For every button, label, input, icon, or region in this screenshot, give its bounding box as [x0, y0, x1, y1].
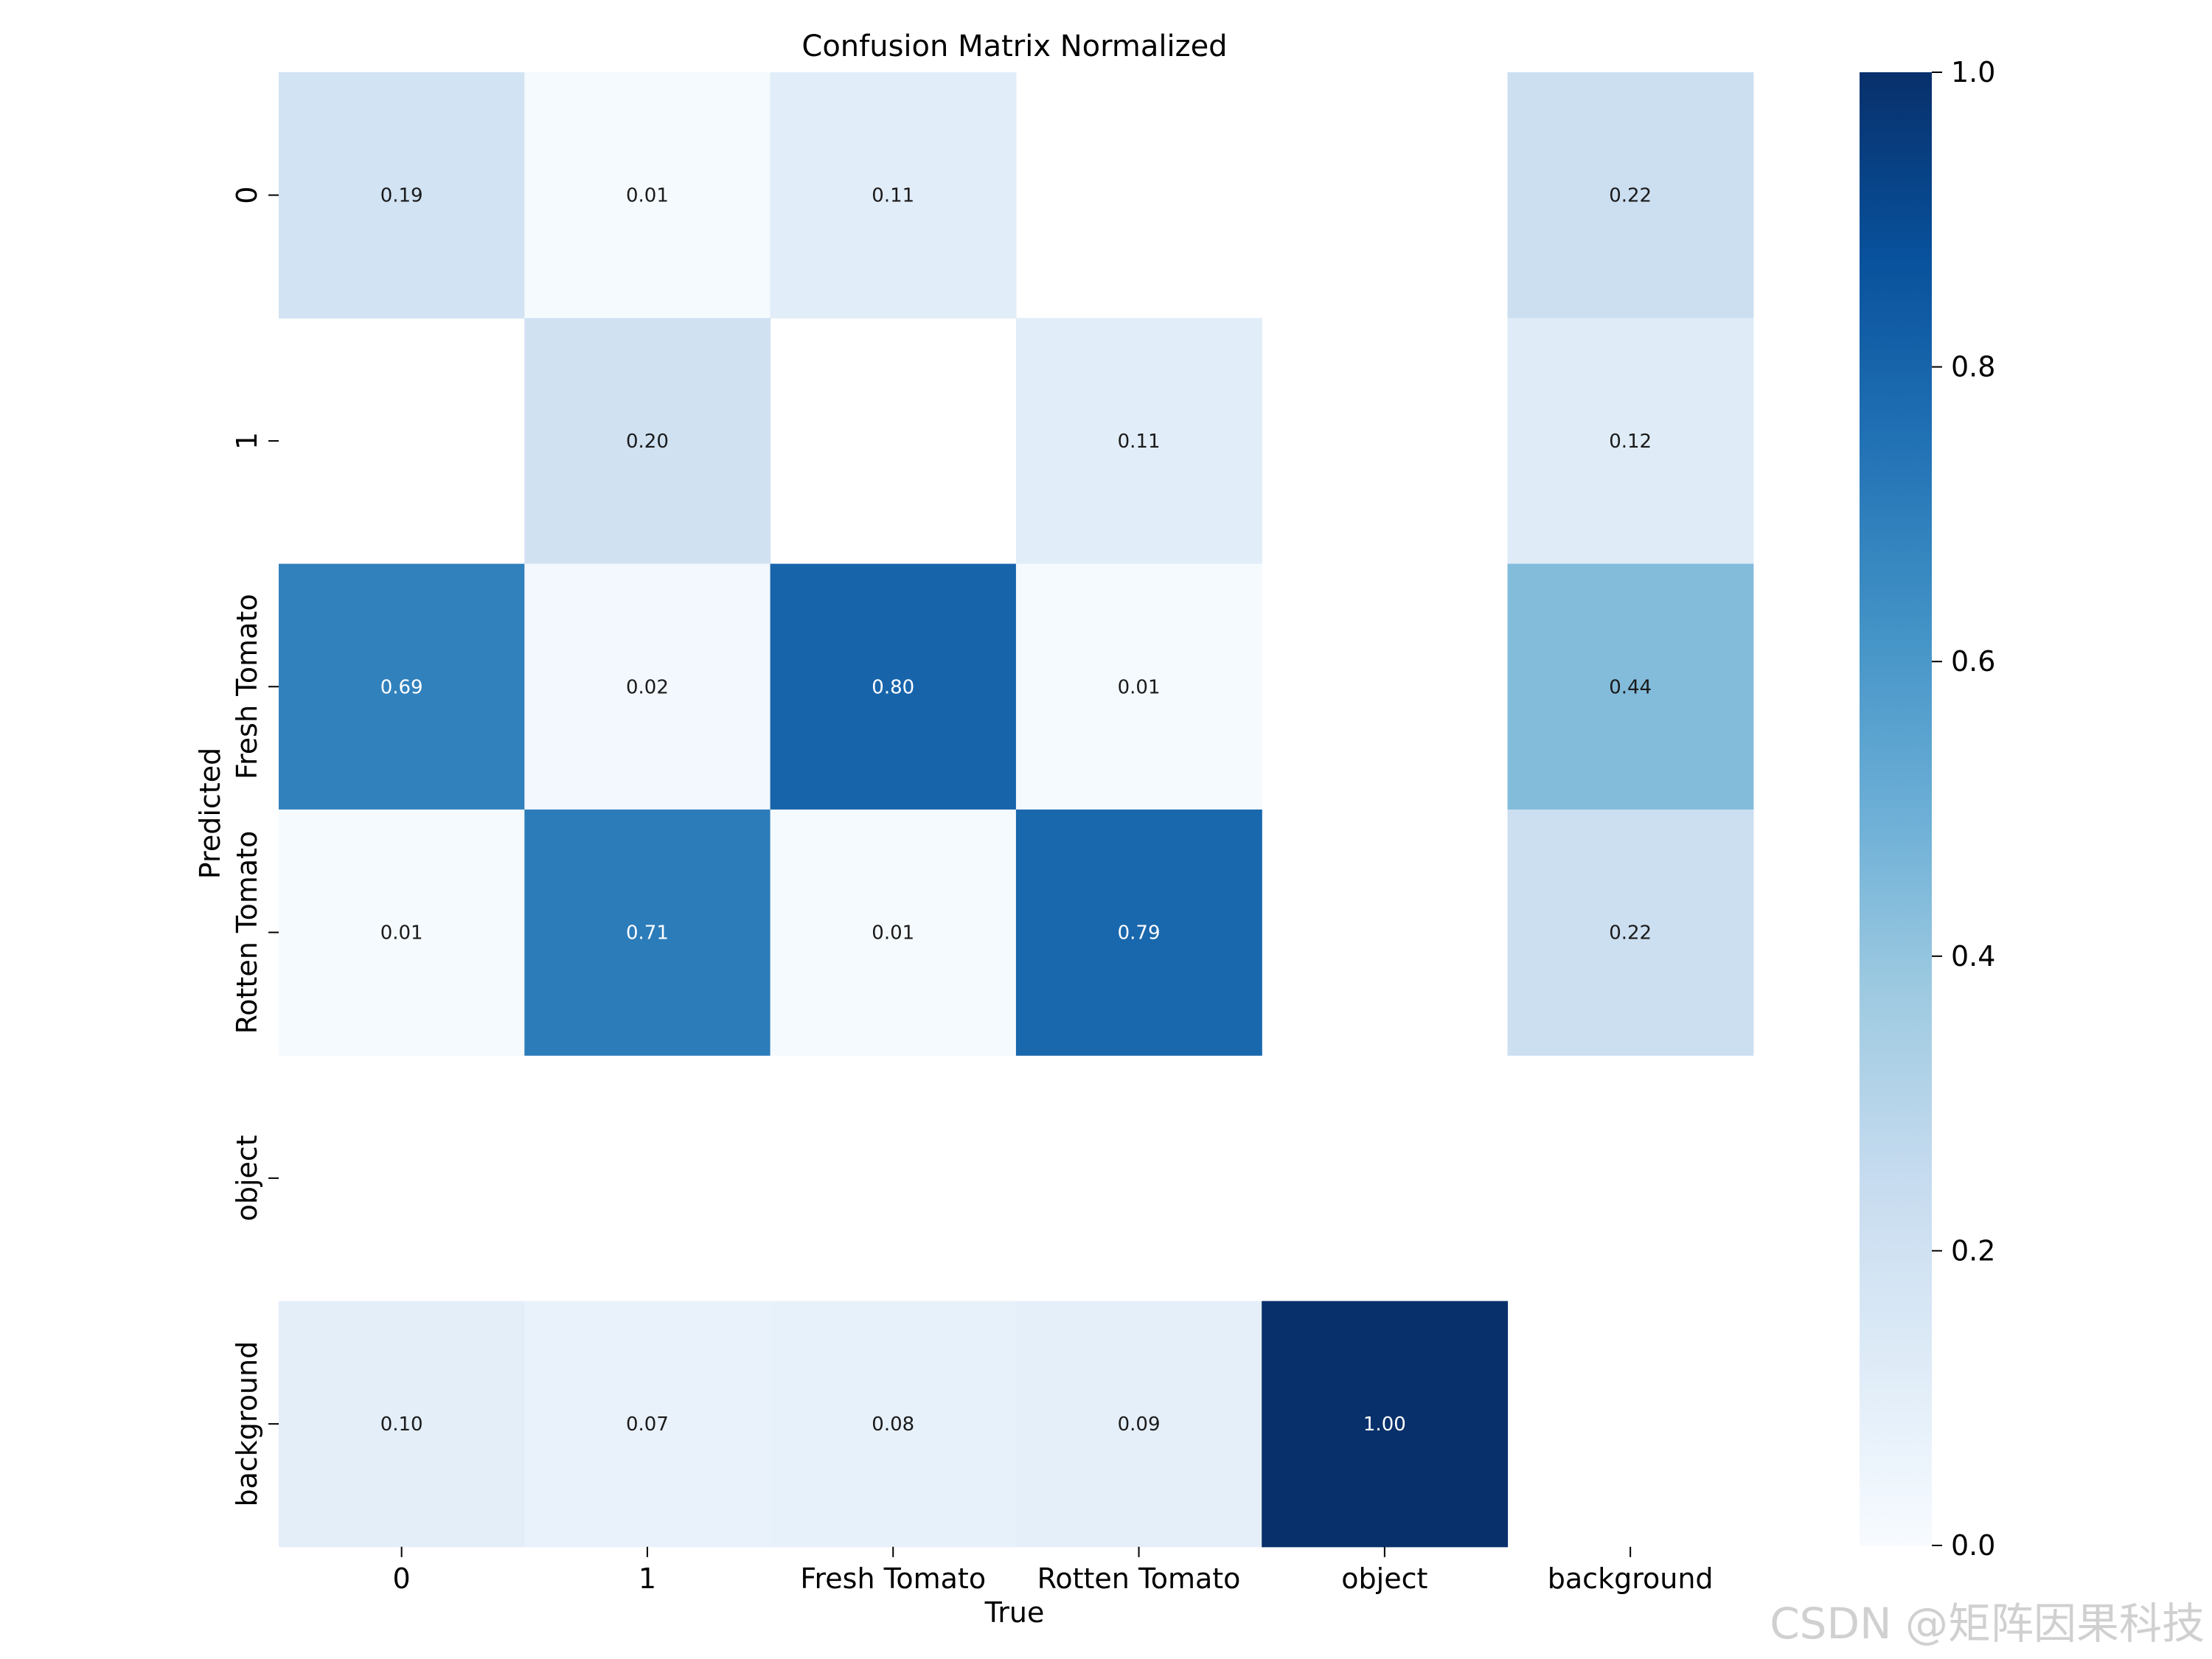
heatmap-cell	[1262, 1301, 1509, 1548]
heatmap-cell	[1507, 809, 1754, 1056]
heatmap-cell	[1015, 809, 1262, 1056]
cell-value-label: 0.44	[1609, 676, 1652, 698]
cell-value-label: 0.19	[380, 185, 423, 207]
heatmap-cell	[770, 809, 1017, 1056]
cell-value-label: 0.11	[1118, 431, 1161, 453]
heatmap-cell	[279, 1301, 525, 1548]
colorbar-tick-label: 1.0	[1951, 56, 1995, 88]
cell-value-label: 0.79	[1118, 922, 1161, 945]
watermark: CSDN @矩阵因果科技	[1770, 1599, 2205, 1649]
heatmap-cell	[524, 563, 771, 810]
heatmap-cell	[770, 1301, 1017, 1548]
cell-value-label: 0.71	[626, 922, 669, 945]
cell-value-label: 0.09	[1118, 1413, 1161, 1436]
x-tick-label: Rotten Tomato	[1037, 1562, 1241, 1595]
colorbar-ticks: 0.0 0.2 0.4 0.6 0.8 1.0	[1932, 56, 1995, 1562]
heatmap-cell	[1507, 563, 1754, 810]
cell-value-label: 0.01	[872, 922, 914, 945]
cell-value-label: 0.02	[626, 676, 669, 698]
heatmap-cell	[524, 72, 771, 319]
colorbar-tick-label: 0.4	[1951, 940, 1995, 973]
cell-value-label: 0.01	[626, 185, 669, 207]
colorbar: 0.0 0.2 0.4 0.6 0.8 1.0	[1860, 56, 1995, 1562]
y-tick-label: background	[231, 1341, 263, 1507]
x-tick-label: object	[1341, 1562, 1427, 1595]
heatmap-cell	[524, 318, 771, 565]
x-tick-label: 0	[393, 1562, 411, 1595]
x-axis-ticks: 0 1 Fresh Tomato Rotten Tomato object backgro…	[393, 1546, 1714, 1595]
cell-value-label: 0.01	[1118, 676, 1161, 698]
cell-value-label: 0.08	[872, 1413, 914, 1436]
heatmap-cell	[279, 72, 525, 319]
colorbar-tick-label: 0.0	[1951, 1529, 1995, 1562]
cell-value-label: 0.07	[626, 1413, 669, 1436]
y-tick-label: 0	[231, 187, 263, 204]
cell-value-label: 0.12	[1609, 431, 1652, 453]
y-tick-label: Fresh Tomato	[231, 594, 263, 779]
y-tick-label: 1	[231, 432, 263, 450]
cell-value-label: 0.80	[872, 676, 914, 698]
heatmap-cell	[524, 809, 771, 1056]
y-tick-label: object	[231, 1135, 263, 1221]
cell-value-label: 0.20	[626, 431, 669, 453]
heatmap-cell	[770, 563, 1017, 810]
x-axis-label: True	[984, 1596, 1045, 1629]
y-axis-ticks: 0 1 Fresh Tomato Rotten Tomato object backgro…	[231, 187, 279, 1507]
heatmap-cell	[770, 72, 1017, 319]
heatmap-cell	[1507, 318, 1754, 565]
x-tick-label: 1	[639, 1562, 656, 1595]
cell-value-label: 0.11	[872, 185, 914, 207]
heatmap-cells: 0.19 0.01 0.11 0.22 0.20 0.11 0.12 0.69 0.02 0.80…	[279, 72, 1754, 1548]
y-tick-label: Rotten Tomato	[231, 831, 263, 1034]
colorbar-tick-label: 0.8	[1951, 351, 1995, 383]
y-axis-label: Predicted	[194, 748, 226, 879]
chart-title: Confusion Matrix Normalized	[801, 29, 1227, 63]
heatmap-cell	[279, 563, 525, 810]
colorbar-gradient	[1860, 72, 1932, 1545]
x-tick-label: Fresh Tomato	[800, 1562, 986, 1595]
cell-value-label: 0.10	[380, 1413, 423, 1436]
cell-value-label: 0.22	[1609, 922, 1652, 945]
cell-value-label: 0.69	[380, 676, 423, 698]
cell-value-label: 0.22	[1609, 185, 1652, 207]
heatmap-cell	[1015, 1301, 1262, 1548]
cell-value-label: 0.01	[380, 922, 423, 945]
colorbar-tick-label: 0.6	[1951, 645, 1995, 678]
x-tick-label: background	[1548, 1562, 1714, 1595]
cell-value-label: 1.00	[1363, 1413, 1406, 1436]
heatmap-cell	[524, 1301, 771, 1548]
heatmap-cell	[1015, 563, 1262, 810]
colorbar-tick-label: 0.2	[1951, 1234, 1995, 1267]
heatmap-cell	[279, 809, 525, 1056]
heatmap-cell	[1507, 72, 1754, 319]
heatmap-cell	[1015, 318, 1262, 565]
